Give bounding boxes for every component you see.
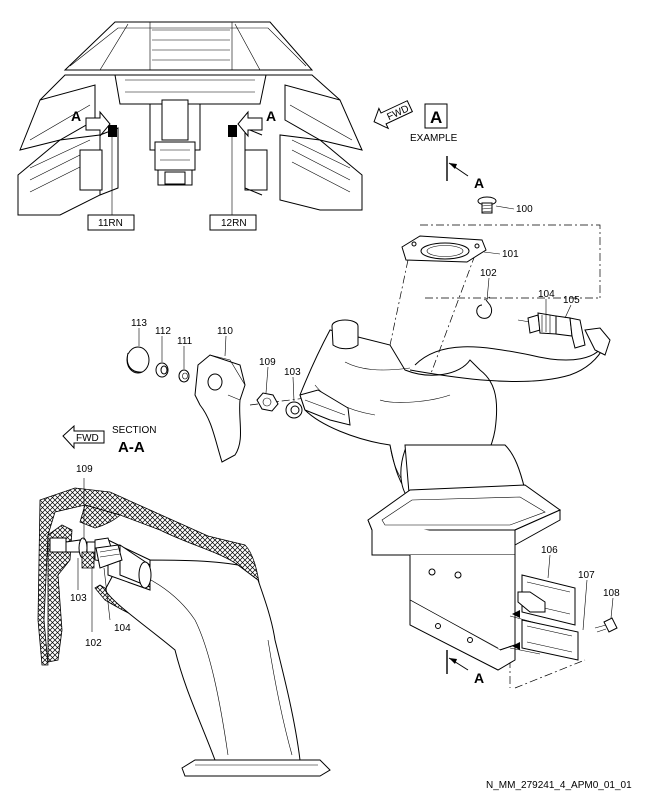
panel-label-left: 11RN xyxy=(98,218,123,229)
view-arrow-left-icon xyxy=(85,110,111,138)
section-marker-bottom-label: A xyxy=(474,670,484,686)
section-a-a-header: FWD SECTION A-A xyxy=(62,424,156,456)
callout-101: 101 xyxy=(502,249,519,260)
cockpit-arrow-right-label: A xyxy=(266,108,276,124)
callout-106: 106 xyxy=(541,545,558,556)
collar-plate-101-icon xyxy=(401,235,487,263)
view-arrow-right-icon xyxy=(237,110,263,138)
nut-109-icon xyxy=(256,392,279,412)
washer-103-icon xyxy=(285,401,303,419)
section-fwd-arrow-icon xyxy=(62,424,105,450)
section-marker-top-label: A xyxy=(474,175,484,191)
bracket-110-icon xyxy=(194,354,246,463)
callout-110: 110 xyxy=(217,326,233,337)
callouts: 100 101 102 104 105 106 107 108 109 110 … xyxy=(70,204,620,649)
clip-102-icon xyxy=(476,296,493,319)
view-a-letter: A xyxy=(430,108,442,127)
callout-113: 113 xyxy=(131,318,147,329)
section-callout-103: 103 xyxy=(70,593,87,604)
part-112-icon xyxy=(155,362,169,378)
figure-id: N_MM_279241_4_APM0_01_01 xyxy=(486,780,632,791)
section-fastener-stack xyxy=(49,537,123,569)
callout-112: 112 xyxy=(155,326,171,337)
callout-102: 102 xyxy=(480,268,497,279)
callout-109: 109 xyxy=(259,357,276,368)
callout-111: 111 xyxy=(177,336,193,347)
fwd-arrow-icon xyxy=(373,100,414,130)
connector-104-105-icon xyxy=(517,312,586,349)
panel-label-right: 12RN xyxy=(221,218,247,229)
section-marker-bottom: A xyxy=(446,650,484,686)
section-callout-109: 109 xyxy=(76,464,93,475)
screw-100-icon xyxy=(477,196,497,214)
washer-111-icon xyxy=(178,369,190,383)
callout-107: 107 xyxy=(578,570,595,581)
section-callout-102: 102 xyxy=(85,638,102,649)
example-label: EXAMPLE xyxy=(410,133,458,144)
section-marker-top: A xyxy=(446,156,484,191)
callout-100: 100 xyxy=(516,204,533,215)
cockpit-overview: A A 11RN 12RN xyxy=(17,21,363,231)
exploded-parts xyxy=(126,346,303,463)
callout-104: 104 xyxy=(538,289,555,300)
sidestick-assembly xyxy=(249,196,618,689)
callout-105: 105 xyxy=(563,295,580,306)
section-fwd-label: FWD xyxy=(76,433,99,444)
screw-108-icon xyxy=(594,617,618,633)
cap-113-icon xyxy=(126,346,150,374)
section-word: SECTION xyxy=(112,425,156,436)
section-callout-104: 104 xyxy=(114,623,131,634)
section-name: A-A xyxy=(118,439,145,456)
panel-label-box-right xyxy=(209,214,257,231)
view-a-header: FWD A EXAMPLE xyxy=(373,100,458,144)
view-a-box xyxy=(424,103,448,129)
callout-108: 108 xyxy=(603,588,620,599)
fwd-arrow-label: FWD xyxy=(385,103,410,123)
connector-106-107-icon xyxy=(509,574,579,661)
section-a-a-drawing xyxy=(37,478,331,777)
callout-103: 103 xyxy=(284,367,301,378)
cockpit-arrow-left-label: A xyxy=(71,108,81,124)
panel-label-box-left xyxy=(87,214,135,231)
